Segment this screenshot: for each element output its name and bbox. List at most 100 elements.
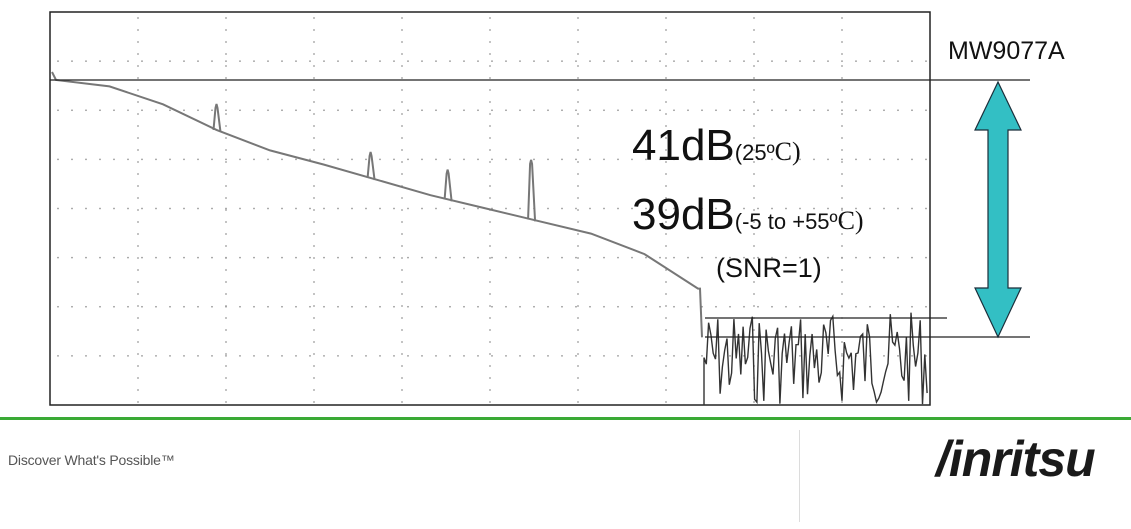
- grid-dot: [577, 245, 579, 247]
- grid-dot: [489, 65, 491, 67]
- grid-dot: [489, 101, 491, 103]
- grid-dot: [743, 305, 745, 308]
- grid-dot: [827, 256, 829, 259]
- grid-dot: [351, 256, 353, 259]
- grid-dot: [561, 60, 563, 63]
- grid-dot: [401, 125, 403, 127]
- grid-dot: [365, 207, 367, 210]
- grid-dot: [225, 197, 227, 199]
- grid-dot: [799, 256, 801, 259]
- grid-dot: [401, 257, 403, 259]
- grid-dot: [715, 109, 717, 112]
- grid-dot: [729, 256, 731, 259]
- grid-dot: [771, 256, 773, 259]
- grid-dot: [757, 207, 759, 210]
- grid-dot: [897, 354, 899, 357]
- grid-dot: [577, 341, 579, 343]
- grid-dot: [401, 329, 403, 331]
- grid-dot: [401, 149, 403, 151]
- grid-dot: [407, 60, 409, 63]
- grid-dot: [401, 233, 403, 235]
- grid-dot: [841, 353, 843, 355]
- grid-dot: [137, 293, 139, 295]
- grid-dot: [169, 60, 171, 63]
- grid-dot: [665, 341, 667, 343]
- grid-dot: [577, 89, 579, 91]
- grid-dot: [841, 233, 843, 235]
- grid-dot: [827, 354, 829, 357]
- grid-dot: [505, 256, 507, 259]
- footer-rule: [0, 417, 1131, 420]
- grid-dot: [577, 29, 579, 31]
- grid-dot: [925, 109, 927, 112]
- grid-dot: [743, 158, 745, 161]
- grid-dot: [753, 137, 755, 139]
- grid-dot: [665, 77, 667, 79]
- grid-dot: [351, 354, 353, 357]
- grid-dot: [99, 207, 101, 210]
- grid-dot: [489, 197, 491, 199]
- grid-dot: [589, 207, 591, 210]
- grid-dot: [113, 207, 115, 210]
- grid-dot: [575, 158, 577, 161]
- grid-dot: [771, 60, 773, 63]
- grid-dot: [225, 60, 227, 63]
- grid-dot: [729, 207, 731, 210]
- grid-dot: [505, 109, 507, 112]
- grid-dot: [925, 207, 927, 210]
- grid-dot: [631, 109, 633, 112]
- grid-dot: [799, 354, 801, 357]
- grid-dot: [421, 207, 423, 210]
- grid-dot: [421, 256, 423, 259]
- grid-dot: [617, 158, 619, 161]
- grid-dot: [533, 158, 535, 161]
- grid-dot: [211, 354, 213, 357]
- grid-dot: [401, 377, 403, 379]
- grid-dot: [313, 65, 315, 67]
- grid-dot: [211, 207, 213, 210]
- grid-dot: [401, 29, 403, 31]
- grid-dot: [313, 17, 315, 19]
- grid-dot: [883, 256, 885, 259]
- grid-dot: [113, 109, 115, 112]
- grid-dot: [127, 109, 129, 112]
- grid-dot: [267, 60, 269, 63]
- grid-dot: [197, 256, 199, 259]
- grid-dot: [127, 60, 129, 63]
- grid-dot: [239, 158, 241, 161]
- grid-dot: [665, 65, 667, 67]
- grid-dot: [841, 305, 843, 308]
- grid-dot: [753, 209, 755, 211]
- grid-dot: [137, 149, 139, 151]
- reflection-event-1: [212, 103, 222, 133]
- grid-dot: [421, 109, 423, 112]
- grid-dot: [577, 281, 579, 283]
- grid-dot: [313, 341, 315, 343]
- grid-dot: [687, 354, 689, 357]
- grid-dot: [869, 207, 871, 210]
- grid-dot: [489, 257, 491, 259]
- grid-dot: [665, 29, 667, 31]
- grid-dot: [533, 256, 535, 259]
- grid-dot: [225, 53, 227, 55]
- grid-dot: [659, 305, 661, 308]
- grid-dot: [127, 207, 129, 210]
- grid-dot: [665, 197, 667, 199]
- grid-dot: [665, 101, 667, 103]
- grid-dot: [267, 256, 269, 259]
- grid-dot: [281, 354, 283, 357]
- grid-dot: [225, 365, 227, 367]
- grid-dot: [577, 17, 579, 19]
- grid-dot: [449, 256, 451, 259]
- grid-dot: [225, 256, 227, 259]
- grid-dot: [137, 317, 139, 319]
- grid-dot: [547, 207, 549, 210]
- grid-dot: [489, 305, 491, 307]
- grid-dot: [665, 149, 667, 151]
- grid-dot: [407, 256, 409, 259]
- grid-dot: [313, 329, 315, 331]
- grid-dot: [313, 245, 315, 247]
- grid-dot: [841, 41, 843, 43]
- grid-dot: [925, 158, 927, 161]
- grid-dot: [701, 256, 703, 259]
